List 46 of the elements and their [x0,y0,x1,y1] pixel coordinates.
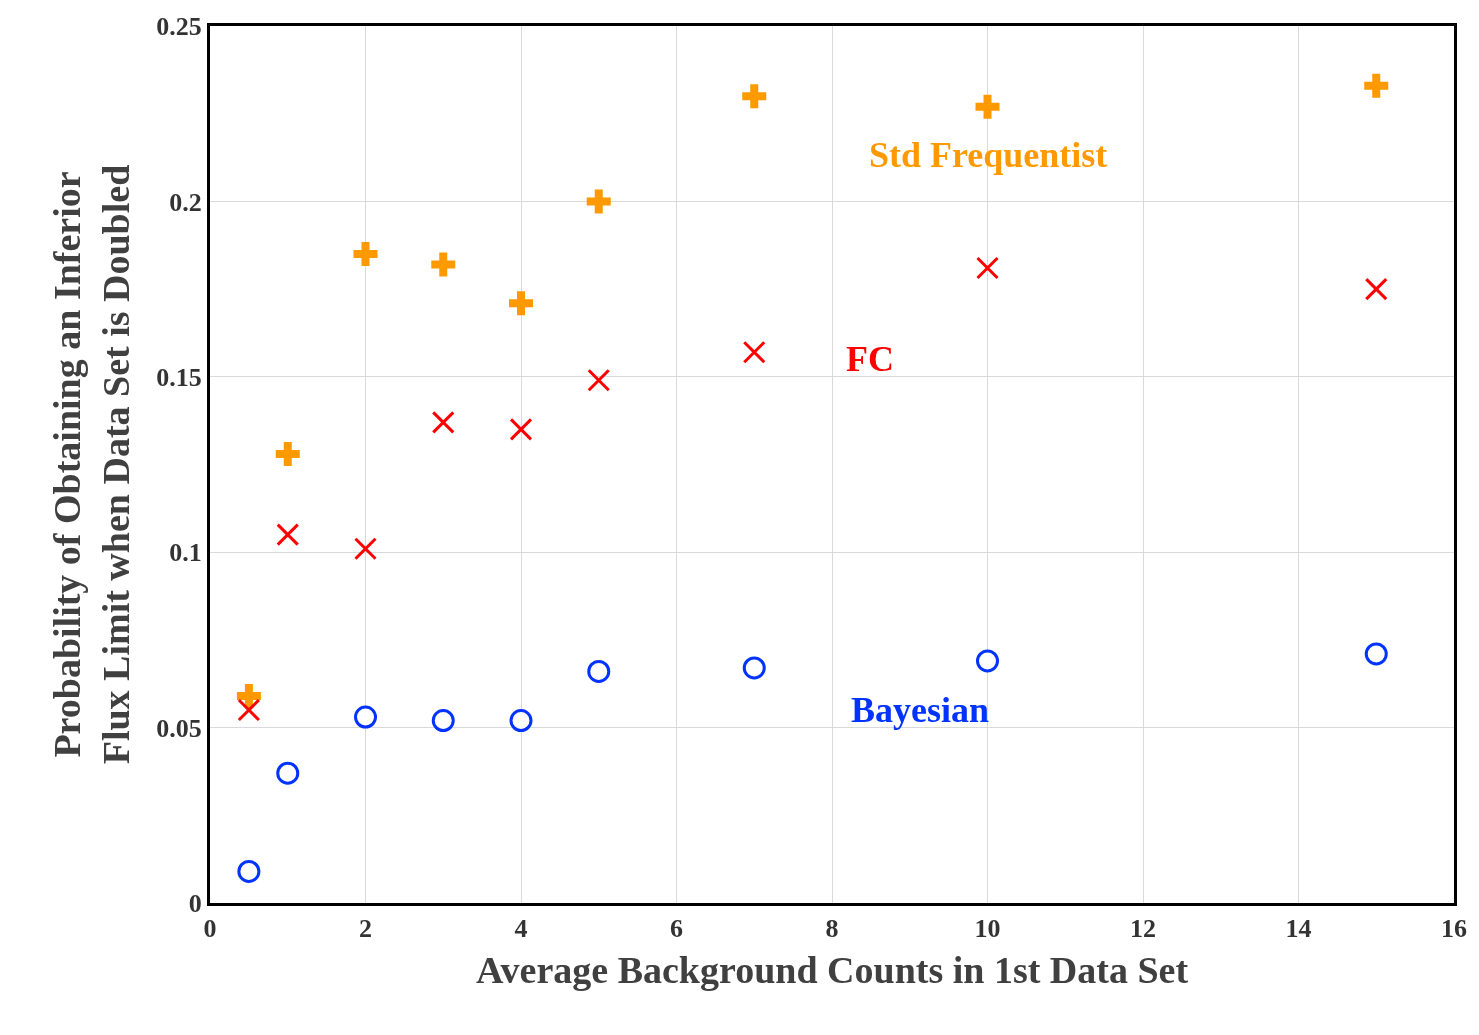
text: FC [846,339,894,379]
point [276,523,300,547]
point [354,705,377,729]
x-tick-label: 12 [1130,914,1156,944]
point [742,656,766,680]
point [431,252,456,277]
point [237,698,261,722]
y-tick-label: 0 [188,889,202,919]
y-tick-label: 0.05 [156,713,202,743]
x-tick-label: 14 [1285,914,1312,944]
x-tick-label: 8 [825,914,839,944]
point [431,709,455,733]
x-tick-label: 6 [670,914,683,944]
x-tick-label: 16 [1441,914,1467,944]
point [509,291,533,316]
y-axis-title: Probability of Obtaining an Inferior Flux Limit when Data Set is Doubled [46,164,138,765]
point [237,859,261,883]
point [587,659,611,683]
point [976,256,999,280]
series-label: Std Frequentist [869,135,1108,175]
point [354,537,377,561]
point [975,94,1000,119]
point [742,340,766,364]
x-tick-label: 10 [974,914,1001,944]
point [976,649,999,673]
point [587,368,611,392]
y-tick-label: 0.1 [169,538,202,568]
point [431,410,455,434]
series-label: Bayesian [851,690,990,730]
x-tick-label: 4 [514,914,528,944]
point [1364,277,1388,301]
x-tick-label: 2 [359,914,372,944]
point [275,441,300,466]
y-tick-label: 0.2 [169,187,202,217]
y-tick-label: 0.25 [156,12,202,42]
y-tick-label: 0.15 [156,362,202,392]
x-axis-title: Average Background Counts in 1st Data Set [475,949,1189,992]
point [353,242,378,267]
point [1364,73,1389,98]
point [276,761,300,785]
point [586,189,611,214]
point [509,417,533,441]
point [509,709,533,733]
point [742,84,767,109]
point [1364,642,1388,666]
point [236,684,261,709]
